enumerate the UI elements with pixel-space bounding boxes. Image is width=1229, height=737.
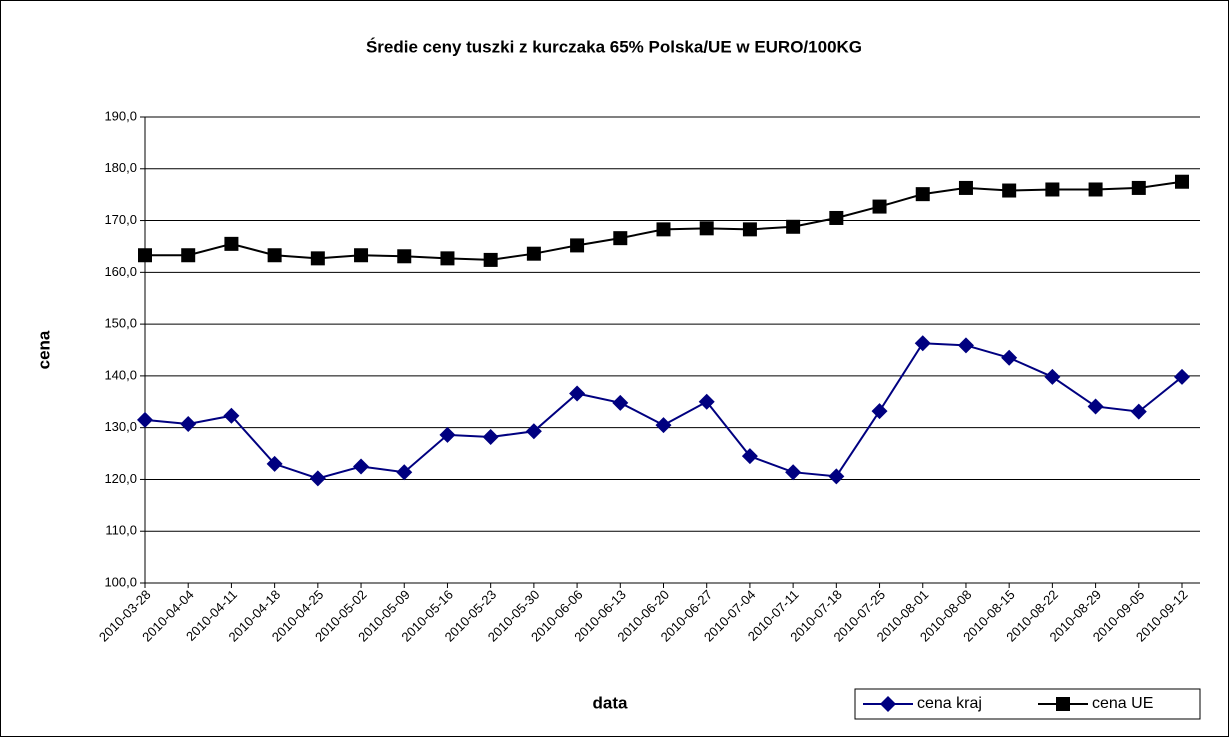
data-point xyxy=(483,252,498,267)
data-point xyxy=(526,246,541,261)
legend-box xyxy=(854,688,1201,720)
data-point xyxy=(699,221,714,236)
data-point xyxy=(482,428,499,445)
data-point xyxy=(353,458,370,475)
y-tick-label: 170,0 xyxy=(104,212,137,227)
y-tick-label: 150,0 xyxy=(104,316,137,331)
data-point xyxy=(914,335,931,352)
data-point xyxy=(872,199,887,214)
data-point xyxy=(180,416,197,433)
data-point xyxy=(1087,398,1104,415)
y-axis-label: cena xyxy=(34,330,53,369)
legend-marker xyxy=(880,696,896,712)
x-axis-label: data xyxy=(593,693,629,712)
data-point xyxy=(1131,180,1146,195)
data-point xyxy=(1001,349,1018,366)
data-point xyxy=(656,222,671,237)
data-point xyxy=(137,411,153,428)
data-point xyxy=(1088,182,1103,197)
y-tick-label: 110,0 xyxy=(105,523,137,538)
data-point xyxy=(569,385,586,402)
legend-label: cena kraj xyxy=(917,695,982,712)
data-point xyxy=(786,219,801,234)
legend-label: cena UE xyxy=(1092,695,1153,712)
data-point xyxy=(828,468,845,485)
data-point xyxy=(612,394,629,411)
data-point xyxy=(1130,403,1147,420)
legend-marker xyxy=(1056,697,1070,711)
data-point xyxy=(396,464,413,481)
y-tick-label: 180,0 xyxy=(104,160,137,175)
data-point xyxy=(138,248,152,263)
data-point xyxy=(267,248,282,263)
data-point xyxy=(957,337,974,354)
data-point xyxy=(785,464,802,481)
data-point xyxy=(570,238,585,253)
data-point xyxy=(915,187,930,202)
data-point xyxy=(397,249,412,264)
data-point xyxy=(223,407,240,424)
data-point xyxy=(1044,368,1061,385)
data-point xyxy=(698,393,715,410)
data-point xyxy=(741,448,758,465)
data-point xyxy=(266,455,283,472)
data-point xyxy=(829,210,844,225)
data-point xyxy=(871,403,888,420)
data-point xyxy=(742,222,757,237)
y-tick-label: 190,0 xyxy=(104,108,137,123)
data-point xyxy=(309,470,326,487)
data-point xyxy=(613,231,628,246)
data-point xyxy=(439,426,456,443)
data-point xyxy=(224,236,239,251)
data-point xyxy=(525,423,542,440)
y-tick-label: 120,0 xyxy=(104,471,137,486)
data-point xyxy=(440,251,455,266)
data-point xyxy=(1175,174,1189,189)
data-point xyxy=(1174,368,1190,385)
data-point xyxy=(655,417,672,434)
y-tick-label: 130,0 xyxy=(104,419,137,434)
data-point xyxy=(958,180,973,195)
y-tick-label: 100,0 xyxy=(104,574,137,589)
y-tick-label: 160,0 xyxy=(104,264,137,279)
y-tick-label: 140,0 xyxy=(104,367,137,382)
chart-title: Średie ceny tuszki z kurczaka 65% Polska… xyxy=(366,37,862,56)
data-point xyxy=(310,251,325,266)
data-point xyxy=(181,248,196,263)
data-point xyxy=(1045,182,1060,197)
data-point xyxy=(354,248,369,263)
data-point xyxy=(1002,183,1017,198)
